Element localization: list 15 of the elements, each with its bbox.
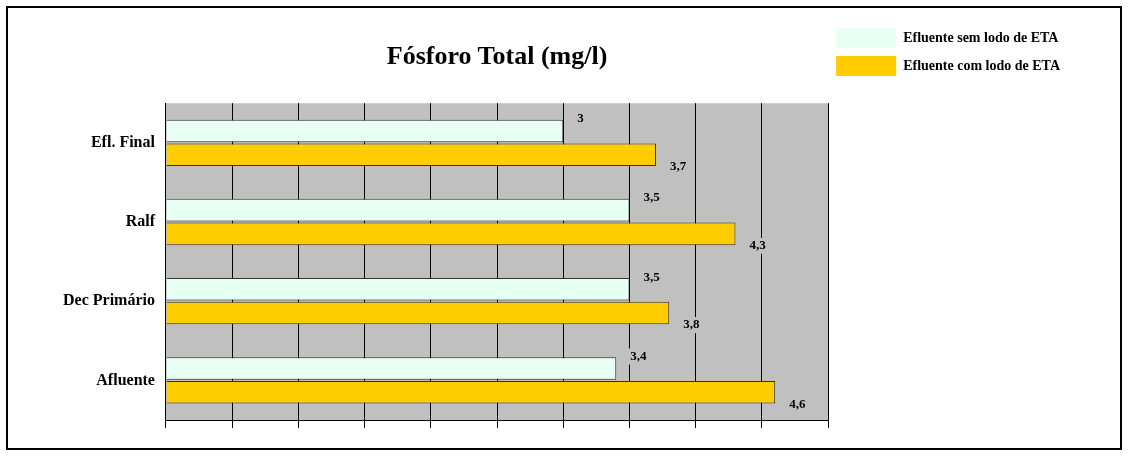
y-tick-label: Efl. Final [90,132,156,150]
legend-label: Efluente sem lodo de ETA [903,29,1060,45]
y-tick-label: Afluente [96,370,155,388]
data-label: 3,7 [669,158,687,174]
y-tick-label: Dec Primário [63,291,155,309]
data-label: 3,8 [683,316,700,332]
data-label: 4,6 [789,395,806,411]
data-label: 3,5 [643,189,661,205]
y-tick-label: Ralf [125,212,156,230]
legend-label: Efluente com lodo de ETA [903,57,1061,73]
data-label: 3,5 [643,268,661,284]
data-label: 3 [577,110,585,126]
chart-title: Fósforo Total (mg/l) [386,41,608,71]
data-label: 3,4 [630,347,647,363]
data-label: 4,3 [749,237,767,253]
